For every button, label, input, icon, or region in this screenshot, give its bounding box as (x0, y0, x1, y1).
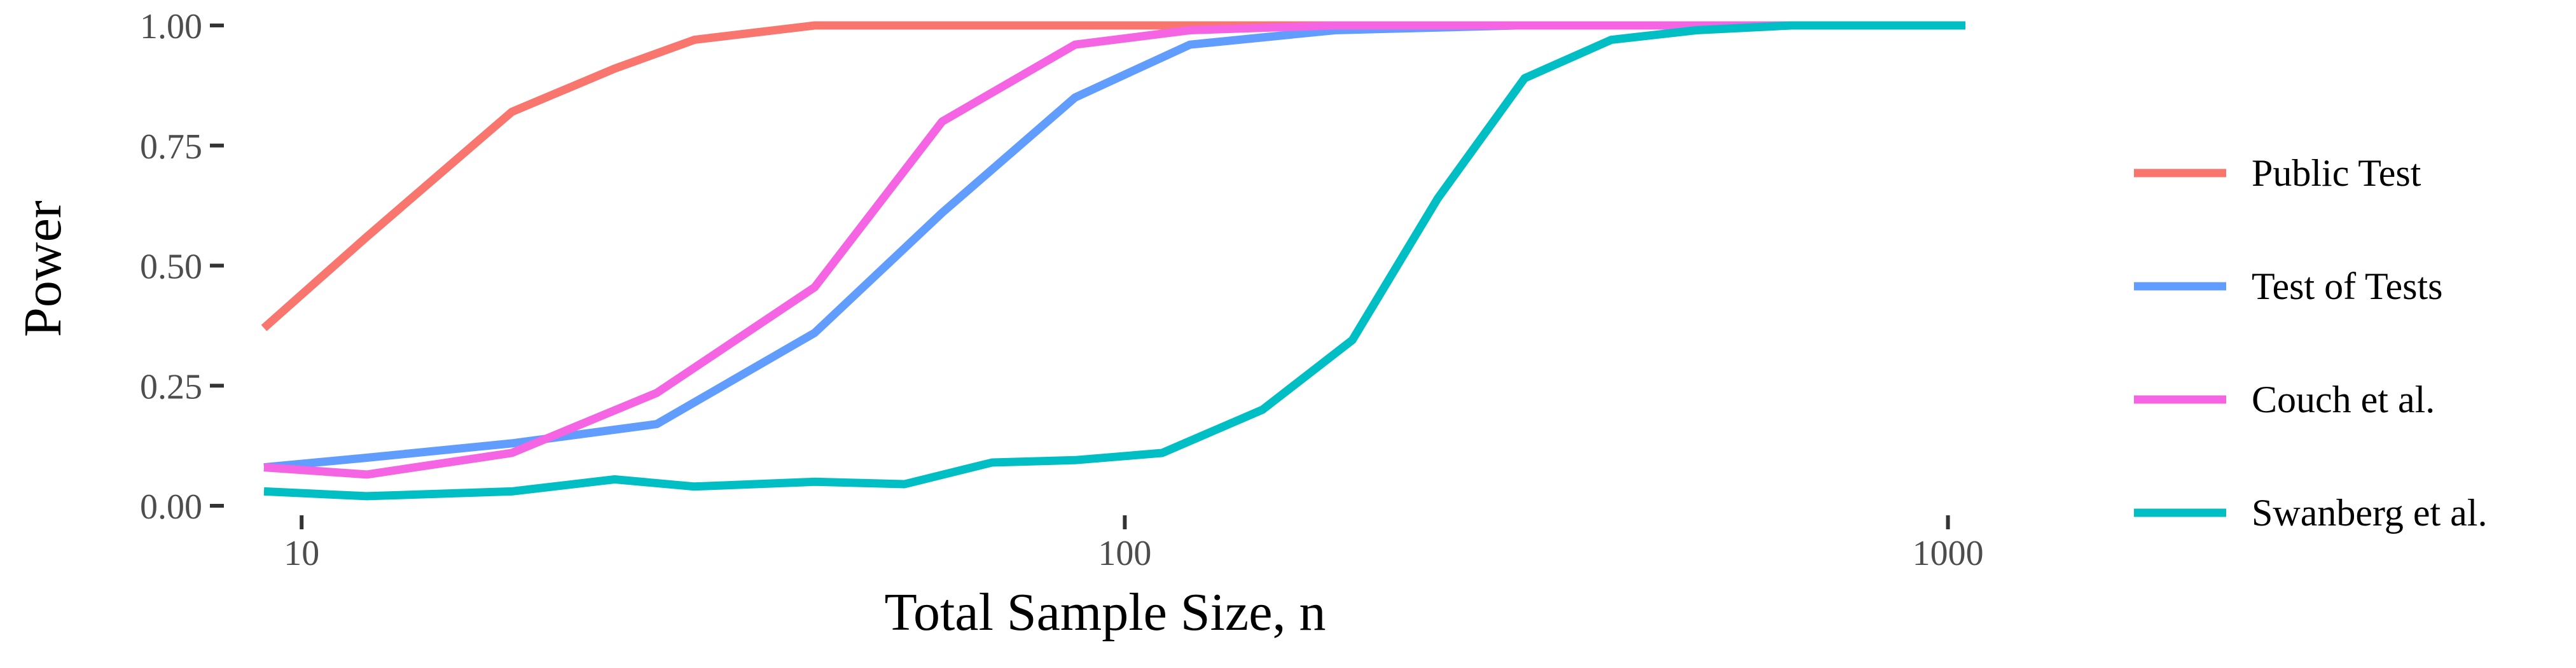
legend-label-couch-et-al: Couch et al. (2252, 379, 2435, 421)
y-axis: 0.00 0.25 0.50 0.75 1.00 (140, 7, 224, 527)
y-axis-title: Power (13, 200, 73, 337)
series-line-swanberg-et-al (263, 21, 1965, 501)
legend-label-swanberg-et-al: Swanberg et al. (2252, 492, 2487, 534)
legend: Public Test Test of Tests Couch et al. Swan… (2134, 152, 2487, 534)
y-tick-label: 0.50 (140, 247, 202, 287)
x-tick-label: 1000 (1913, 534, 1984, 573)
x-tick-label: 10 (284, 534, 319, 573)
y-tick-label: 1.00 (140, 7, 202, 46)
series-line-couch-et-al (263, 21, 1965, 479)
x-axis-title: Total Sample Size, n (885, 583, 1326, 642)
y-tick-label: 0.00 (140, 487, 202, 527)
y-tick-label: 0.25 (140, 367, 202, 407)
x-tick-label: 100 (1098, 534, 1151, 573)
plot-lines (261, 21, 1965, 501)
legend-label-public-test: Public Test (2252, 152, 2421, 194)
x-axis: 10 100 1000 (284, 515, 1984, 573)
y-tick-label: 0.75 (140, 127, 202, 167)
series-line-test-of-tests (263, 21, 1965, 472)
legend-label-test-of-tests: Test of Tests (2252, 265, 2442, 307)
series-line-public-test (261, 21, 1965, 331)
